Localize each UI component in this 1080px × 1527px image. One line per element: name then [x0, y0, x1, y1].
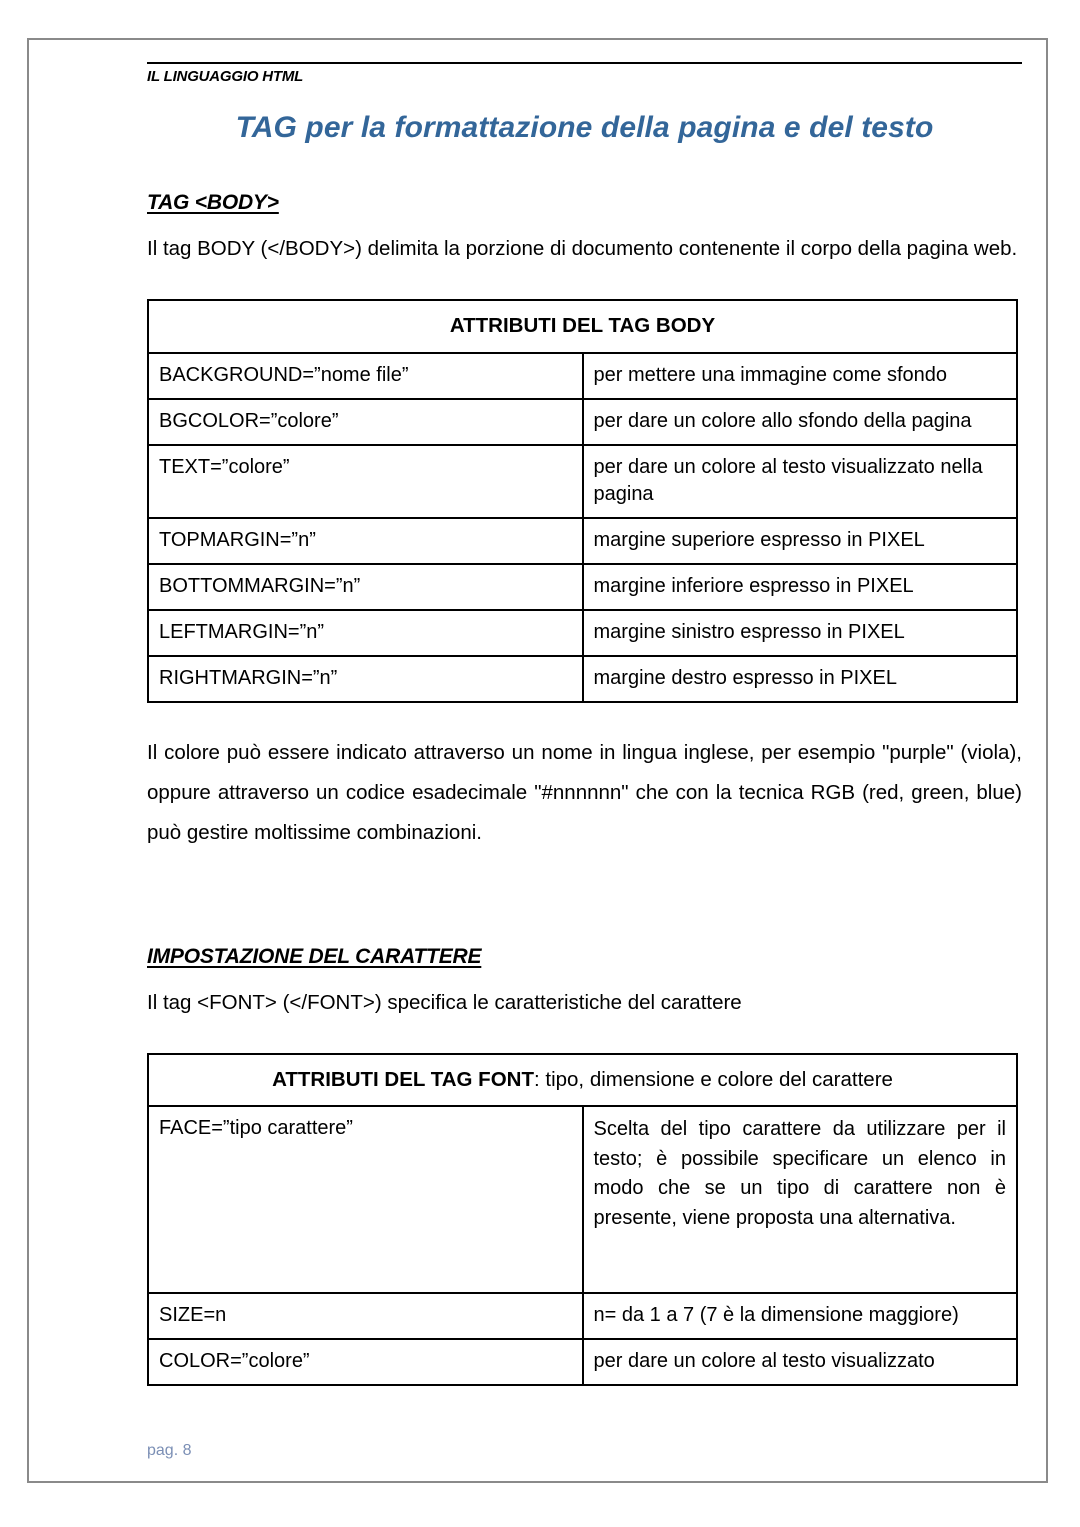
- spacer: [147, 269, 1022, 299]
- page-frame: IL LINGUAGGIO HTML TAG per la formattazi…: [27, 38, 1048, 1483]
- attribute-cell: RIGHTMARGIN=”n”: [147, 654, 584, 703]
- table-row: LEFTMARGIN=”n” margine sinistro espresso…: [147, 608, 1018, 657]
- description-cell: per mettere una immagine come sfondo: [581, 351, 1018, 400]
- table-header-row: ATTRIBUTI DEL TAG FONT: tipo, dimensione…: [147, 1052, 1018, 1108]
- table-row: FACE=”tipo carattere” Scelta del tipo ca…: [147, 1105, 1018, 1295]
- table-caption-bold: ATTRIBUTI DEL TAG FONT: [272, 1067, 534, 1091]
- description-cell: n= da 1 a 7 (7 è la dimensione maggiore): [581, 1292, 1018, 1341]
- table-row: BACKGROUND=”nome file” per mettere una i…: [147, 351, 1018, 400]
- description-cell: margine sinistro espresso in PIXEL: [581, 608, 1018, 657]
- attribute-cell: COLOR=”colore”: [147, 1338, 584, 1387]
- attribute-cell: FACE=”tipo carattere”: [147, 1105, 584, 1295]
- spacer: [147, 703, 1022, 733]
- spacer: [147, 853, 1022, 945]
- running-header: IL LINGUAGGIO HTML: [147, 68, 304, 85]
- description-cell: Scelta del tipo carattere da utilizzare …: [581, 1105, 1018, 1295]
- attribute-cell: LEFTMARGIN=”n”: [147, 608, 584, 657]
- color-note-paragraph: Il colore può essere indicato attraverso…: [147, 740, 1022, 844]
- table-caption: ATTRIBUTI DEL TAG FONT: tipo, dimensione…: [147, 1052, 1018, 1108]
- font-attributes-table: ATTRIBUTI DEL TAG FONT: tipo, dimensione…: [147, 1052, 1018, 1387]
- spacer: [147, 1023, 1022, 1053]
- table-caption: ATTRIBUTI DEL TAG BODY: [147, 298, 1018, 354]
- table-row: COLOR=”colore” per dare un colore al tes…: [147, 1338, 1018, 1387]
- section-paragraph-font: Il tag <FONT> (</FONT>) specifica le car…: [147, 990, 742, 1014]
- table-caption-rest: : tipo, dimensione e colore del caratter…: [533, 1067, 893, 1091]
- description-cell: margine superiore espresso in PIXEL: [581, 516, 1018, 565]
- attribute-cell: TOPMARGIN=”n”: [147, 516, 584, 565]
- section-paragraph-body: Il tag BODY (</BODY>) delimita la porzio…: [147, 237, 1018, 260]
- description-cell: per dare un colore al testo visualizzato: [581, 1338, 1018, 1387]
- description-cell: margine inferiore espresso in PIXEL: [581, 562, 1018, 611]
- attribute-cell: BGCOLOR=”colore”: [147, 397, 584, 446]
- header-rule: [147, 62, 1022, 64]
- table-row: SIZE=n n= da 1 a 7 (7 è la dimensione ma…: [147, 1292, 1018, 1341]
- table-row: RIGHTMARGIN=”n” margine destro espresso …: [147, 654, 1018, 703]
- attribute-cell: TEXT=”colore”: [147, 443, 584, 519]
- description-cell: per dare un colore al testo visualizzato…: [581, 443, 1018, 519]
- table-row: BOTTOMMARGIN=”n” margine inferiore espre…: [147, 562, 1018, 611]
- table-header-row: ATTRIBUTI DEL TAG BODY: [147, 298, 1018, 354]
- table-row: TOPMARGIN=”n” margine superiore espresso…: [147, 516, 1018, 565]
- table-row: BGCOLOR=”colore” per dare un colore allo…: [147, 397, 1018, 446]
- description-cell: per dare un colore allo sfondo della pag…: [581, 397, 1018, 446]
- body-attributes-table: ATTRIBUTI DEL TAG BODY BACKGROUND=”nome …: [147, 298, 1018, 703]
- table-row: TEXT=”colore” per dare un colore al test…: [147, 443, 1018, 519]
- description-cell: margine destro espresso in PIXEL: [581, 654, 1018, 703]
- section-heading-body: TAG <BODY>: [147, 191, 279, 214]
- footer-page-number: pag. 8: [147, 1442, 192, 1459]
- attribute-cell: BOTTOMMARGIN=”n”: [147, 562, 584, 611]
- attribute-cell: SIZE=n: [147, 1292, 584, 1341]
- page-title: TAG per la formattazione della pagina e …: [235, 111, 934, 144]
- page-content: IL LINGUAGGIO HTML TAG per la formattazi…: [147, 62, 1022, 1387]
- section-heading-font: IMPOSTAZIONE DEL CARATTERE: [147, 944, 482, 968]
- attribute-cell: BACKGROUND=”nome file”: [147, 351, 584, 400]
